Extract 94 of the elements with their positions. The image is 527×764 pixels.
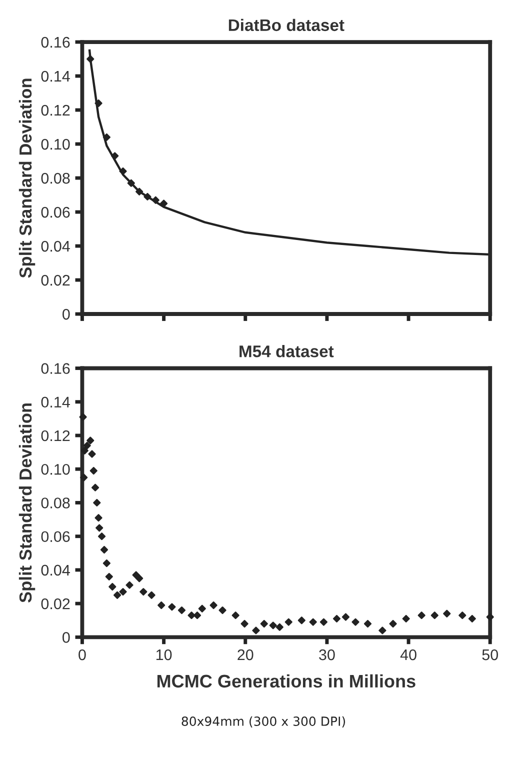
point [94, 514, 102, 522]
point [96, 524, 104, 532]
y-tick-label: 0 [62, 308, 70, 320]
point [458, 612, 466, 620]
point [210, 601, 218, 610]
point [468, 614, 476, 622]
point [90, 466, 98, 475]
point [352, 618, 360, 626]
y-tick-label: 0.04 [41, 240, 70, 252]
point [188, 612, 196, 620]
point [443, 610, 451, 618]
y-axis-title: Split Standard Deviation [18, 403, 36, 603]
point [198, 604, 206, 612]
y-tick-label: 0.16 [41, 363, 70, 374]
point [168, 603, 176, 611]
point [430, 612, 438, 620]
point [276, 623, 284, 631]
point [269, 622, 277, 630]
point [240, 620, 248, 628]
point [178, 606, 186, 614]
point [100, 546, 108, 554]
point [113, 591, 122, 599]
chart-title: DiatBo dataset [228, 18, 344, 32]
point [127, 179, 135, 187]
point [102, 133, 110, 142]
point [152, 196, 160, 204]
y-axis-title: Split Standard Deviation [18, 78, 36, 278]
point [418, 612, 426, 620]
x-tick-label: 0 [78, 649, 86, 660]
point [80, 446, 88, 454]
point [86, 55, 94, 63]
point [284, 618, 292, 626]
point [108, 582, 116, 591]
point [252, 626, 260, 634]
point [218, 606, 226, 614]
point [88, 450, 96, 458]
chart-title: M54 dataset [240, 345, 334, 358]
point [144, 192, 152, 201]
point [193, 612, 202, 620]
y-tick-label: 0.08 [41, 172, 70, 184]
y-tick-label: 0.06 [41, 206, 70, 218]
point [378, 626, 386, 634]
y-tick-label: 0.10 [41, 138, 70, 150]
y-tick-label: 0.16 [41, 36, 70, 48]
y-tick-label: 0.12 [41, 430, 70, 442]
point [119, 588, 127, 596]
y-tick-label: 0.14 [41, 396, 70, 408]
point [93, 498, 101, 507]
point [158, 601, 166, 610]
x-tick-label: 10 [156, 649, 172, 660]
point [402, 614, 410, 622]
point [486, 613, 494, 621]
y-tick-label: 0.06 [41, 531, 70, 542]
point [102, 559, 110, 568]
x-tick-label: 20 [238, 649, 254, 660]
y-tick-label: 0.14 [41, 70, 70, 82]
point [83, 442, 91, 450]
y-tick-label: 0 [62, 632, 70, 643]
point [80, 474, 88, 482]
point [136, 574, 144, 582]
point [94, 99, 102, 108]
point [98, 532, 106, 540]
point [332, 614, 341, 622]
y-tick-label: 0.12 [41, 104, 70, 116]
x-axis-title: MCMC Generations in Millions [157, 674, 416, 688]
point [148, 591, 156, 599]
x-tick-label: 50 [482, 649, 498, 660]
point [140, 588, 148, 596]
point [232, 612, 240, 620]
point [105, 572, 113, 580]
point [320, 618, 328, 626]
point [364, 620, 372, 628]
x-tick-label: 30 [319, 649, 335, 660]
point [136, 188, 144, 196]
point [79, 413, 87, 421]
point [260, 620, 268, 628]
y-tick-label: 0.02 [41, 598, 70, 610]
y-tick-label: 0.02 [41, 274, 70, 286]
point [91, 484, 100, 492]
point [298, 616, 306, 624]
y-tick-label: 0.08 [41, 498, 70, 508]
y-tick-label: 0.10 [41, 464, 70, 475]
text: 80x94mm (300 x 300 DPI) [182, 716, 346, 728]
x-tick-label: 40 [400, 649, 416, 660]
point [132, 571, 140, 579]
point [160, 200, 168, 208]
point [119, 167, 127, 176]
point [309, 618, 317, 626]
point [86, 436, 94, 444]
point [126, 581, 134, 589]
point [342, 613, 350, 621]
point [389, 620, 397, 628]
y-tick-label: 0.04 [41, 564, 70, 576]
point [111, 152, 119, 160]
